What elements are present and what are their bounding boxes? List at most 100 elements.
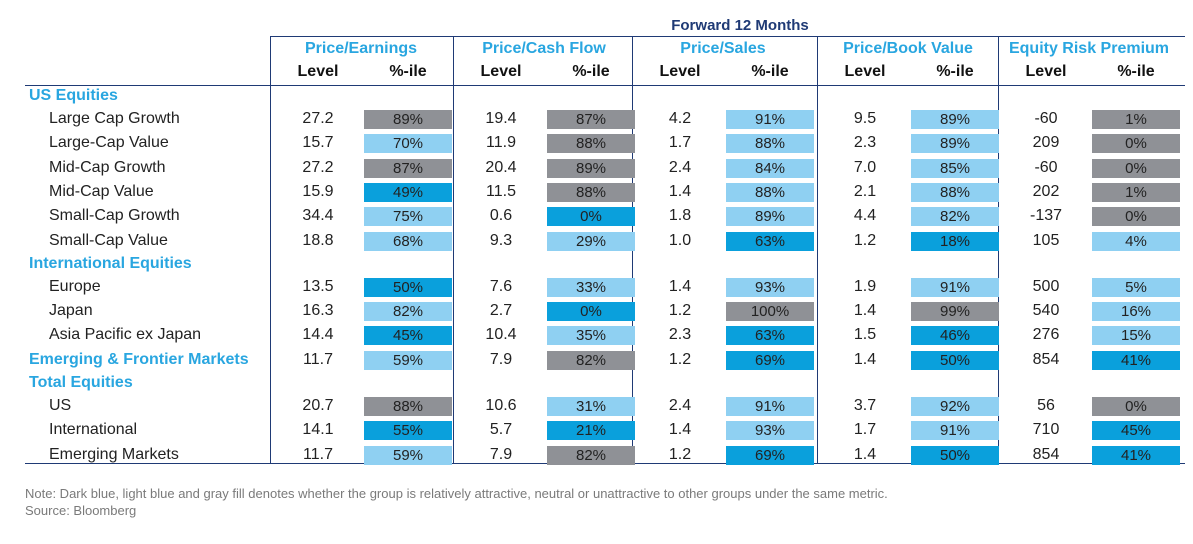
- percentile-cell-gray: 0%: [1092, 158, 1180, 178]
- level-value: 1.2: [668, 445, 692, 463]
- level-value: 1.9: [853, 277, 877, 295]
- percentile-cell-dark: 50%: [364, 277, 452, 297]
- percentile-cell-light: 88%: [911, 182, 999, 202]
- row-label-mid-cap-value: Mid-Cap Value: [49, 182, 154, 200]
- level-value: 1.2: [668, 350, 692, 368]
- level-value: 276: [1032, 326, 1060, 344]
- percentile-cell-light: 88%: [726, 182, 814, 202]
- level-value: 27.2: [302, 158, 334, 176]
- percentile-cell-dark: 0%: [547, 207, 635, 227]
- percentile-cell-light: 59%: [364, 350, 452, 370]
- percentile-cell-light: 92%: [911, 397, 999, 416]
- subheader-percentile: %-ile: [1117, 63, 1155, 80]
- level-value: 2.1: [853, 182, 877, 200]
- percentile-cell-gray: 89%: [364, 110, 452, 129]
- level-value: 7.6: [489, 277, 513, 295]
- row-label-small-cap-value: Small-Cap Value: [49, 231, 168, 249]
- metric-header-price-earnings: Price/Earnings: [304, 40, 418, 57]
- row-label-japan: Japan: [49, 302, 93, 320]
- percentile-cell-light: 84%: [726, 158, 814, 178]
- level-value: 710: [1032, 421, 1060, 439]
- level-value: 10.4: [485, 326, 517, 344]
- row-label-large-cap-growth: Large Cap Growth: [49, 110, 180, 127]
- percentile-cell-gray: 0%: [1092, 134, 1180, 154]
- metric-header-price-book-value: Price/Book Value: [843, 40, 973, 57]
- percentile-cell-light: 91%: [726, 110, 814, 129]
- level-value: 20.4: [485, 158, 517, 176]
- percentile-cell-gray: 89%: [547, 158, 635, 178]
- level-value: 1.4: [668, 277, 692, 295]
- percentile-cell-dark: 46%: [911, 326, 999, 346]
- level-value: 0.6: [489, 207, 513, 225]
- subheader-level: Level: [480, 63, 522, 80]
- percentile-cell-light: 91%: [911, 277, 999, 297]
- metric-header-price-sales: Price/Sales: [680, 40, 766, 57]
- percentile-cell-light: 68%: [364, 231, 452, 251]
- percentile-cell-light: 91%: [726, 397, 814, 416]
- level-value: 5.7: [489, 421, 513, 439]
- subheader-percentile: %-ile: [751, 63, 789, 80]
- level-value: 11.9: [486, 134, 516, 152]
- level-value: 2.3: [668, 326, 692, 344]
- subheader-percentile: %-ile: [936, 63, 974, 80]
- level-value: 1.8: [668, 207, 692, 225]
- header-rule: [25, 85, 1185, 87]
- level-value: 56: [1037, 397, 1055, 414]
- level-value: 34.4: [302, 207, 334, 225]
- level-value: 2.4: [668, 397, 692, 414]
- percentile-cell-dark: 63%: [726, 326, 814, 346]
- metric-header-price-cash-flow: Price/Cash Flow: [482, 40, 606, 57]
- level-value: 9.5: [853, 110, 877, 127]
- level-value: 1.4: [853, 302, 877, 320]
- row-label-large-cap-value: Large-Cap Value: [49, 134, 169, 152]
- percentile-cell-gray: 100%: [726, 302, 814, 322]
- percentile-cell-light: 5%: [1092, 277, 1180, 297]
- percentile-cell-gray: 87%: [547, 110, 635, 129]
- level-value: 14.4: [302, 326, 334, 344]
- percentile-cell-dark: 50%: [911, 445, 999, 465]
- level-value: 854: [1032, 350, 1060, 368]
- level-value: 16.3: [302, 302, 334, 320]
- percentile-cell-light: 15%: [1092, 326, 1180, 346]
- subheader-level: Level: [1025, 63, 1067, 80]
- section-us-equities: US Equities: [29, 87, 118, 104]
- level-value: 20.7: [302, 397, 334, 414]
- level-value: 1.4: [668, 182, 692, 200]
- row-label-us: US: [49, 397, 72, 414]
- percentile-cell-dark: 18%: [911, 231, 999, 251]
- percentile-cell-gray: 87%: [364, 158, 452, 178]
- percentile-cell-light: 59%: [364, 445, 452, 465]
- percentile-cell-light: 89%: [911, 134, 999, 154]
- block-separator: [817, 36, 818, 464]
- level-value: 9.3: [489, 231, 513, 249]
- row-label-europe: Europe: [49, 277, 101, 295]
- percentile-cell-light: 89%: [911, 110, 999, 129]
- percentile-cell-light: 16%: [1092, 302, 1180, 322]
- percentile-cell-light: 70%: [364, 134, 452, 154]
- percentile-cell-dark: 55%: [364, 421, 452, 441]
- percentile-cell-dark: 69%: [726, 445, 814, 465]
- level-value: 2.4: [668, 158, 692, 176]
- block-separator: [453, 36, 454, 464]
- level-value: 2.7: [489, 302, 513, 320]
- level-value: 11.7: [303, 350, 333, 368]
- level-value: 1.4: [853, 445, 877, 463]
- level-value: 19.4: [485, 110, 517, 127]
- level-value: 4.2: [668, 110, 692, 127]
- percentile-cell-light: 91%: [911, 421, 999, 441]
- section-total-equities: Total Equities: [29, 374, 133, 391]
- level-value: 1.2: [668, 302, 692, 320]
- row-label-mid-cap-growth: Mid-Cap Growth: [49, 158, 166, 176]
- level-value: 1.4: [668, 421, 692, 439]
- percentile-cell-gray: 0%: [1092, 207, 1180, 227]
- level-value: -60: [1034, 110, 1058, 127]
- level-value: 2.3: [853, 134, 877, 152]
- row-label-international: International: [49, 421, 138, 439]
- percentile-cell-dark: 45%: [1092, 421, 1180, 441]
- percentile-cell-light: 88%: [726, 134, 814, 154]
- percentile-cell-light: 93%: [726, 421, 814, 441]
- row-label-asia-pacific-ex-japan: Asia Pacific ex Japan: [49, 326, 202, 344]
- level-value: 11.5: [486, 182, 516, 200]
- percentile-cell-gray: 88%: [364, 397, 452, 416]
- percentile-cell-dark: 41%: [1092, 350, 1180, 370]
